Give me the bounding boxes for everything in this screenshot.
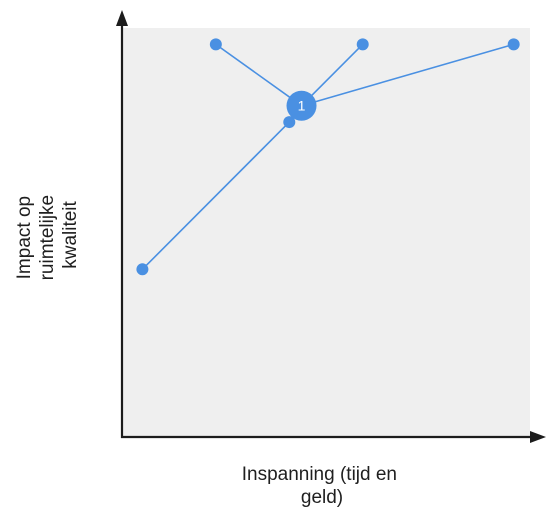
point-layer xyxy=(136,38,520,276)
junction-point xyxy=(283,116,296,129)
data-point xyxy=(356,38,369,51)
data-point xyxy=(507,38,520,51)
y-axis-label-line: kwaliteit xyxy=(60,200,81,268)
x-axis-arrow-icon xyxy=(530,431,546,443)
data-point xyxy=(209,38,222,51)
y-axis-label: Impact op ruimtelijke kwaliteit xyxy=(14,190,81,281)
connector-line xyxy=(141,121,290,270)
x-axis-label-line: geld) xyxy=(301,487,343,508)
plot-area xyxy=(122,28,530,437)
x-axis-label-line: Inspanning (tijd en xyxy=(242,464,397,485)
connector-line xyxy=(215,43,302,107)
connector-line xyxy=(301,43,514,107)
x-axis-label: Inspanning (tijd en geld) xyxy=(242,464,403,508)
y-axis-label-line: Impact op xyxy=(14,196,35,279)
y-axis-label-line: ruimtelijke xyxy=(37,195,58,281)
data-point xyxy=(136,263,149,276)
hub-layer: 1 xyxy=(286,90,317,121)
hub-label: 1 xyxy=(298,98,306,114)
y-axis-arrow-icon xyxy=(116,10,128,26)
hub-marker xyxy=(286,90,317,121)
